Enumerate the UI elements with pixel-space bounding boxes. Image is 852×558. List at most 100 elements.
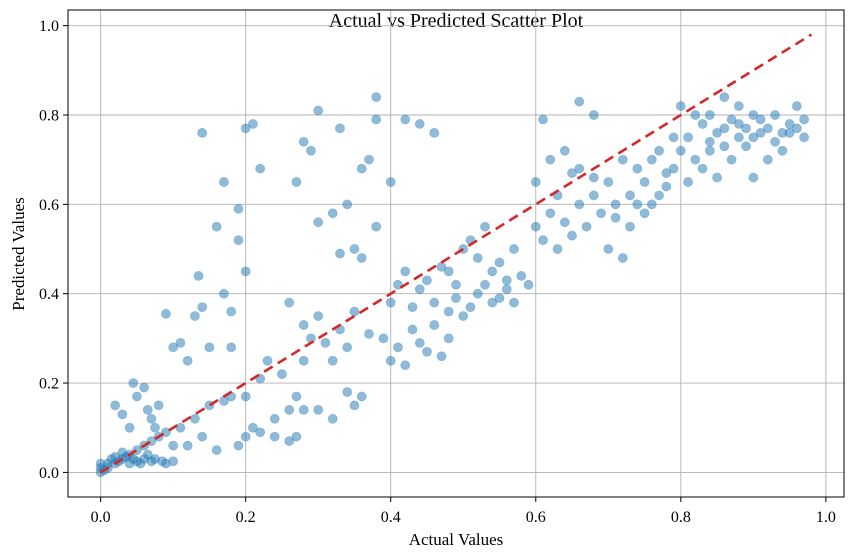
data-point — [726, 114, 737, 125]
data-point — [385, 177, 396, 187]
data-point — [538, 114, 548, 125]
data-point — [211, 445, 222, 455]
data-point — [422, 275, 432, 286]
data-point — [603, 244, 614, 254]
data-point — [588, 172, 599, 183]
data-point — [748, 110, 759, 120]
data-point — [741, 123, 751, 134]
data-point — [726, 154, 737, 165]
data-point — [327, 208, 338, 219]
data-point — [574, 199, 585, 210]
y-tick-label: 0.4 — [39, 286, 59, 303]
data-point — [530, 177, 541, 187]
data-point — [719, 92, 730, 103]
data-point — [748, 172, 759, 183]
y-axis-label: Predicted Values — [9, 197, 28, 310]
data-point — [704, 136, 715, 147]
data-point — [661, 181, 672, 192]
data-point — [770, 110, 780, 120]
data-point — [719, 141, 730, 152]
data-point — [335, 123, 345, 134]
data-point — [182, 355, 193, 366]
data-point — [791, 123, 802, 134]
data-point — [291, 431, 302, 442]
data-point — [414, 119, 425, 129]
data-point — [668, 163, 679, 174]
data-point — [226, 306, 237, 317]
data-point — [429, 297, 440, 308]
data-point — [197, 127, 208, 138]
data-point — [175, 337, 186, 348]
data-point — [291, 391, 302, 402]
data-point — [364, 329, 374, 339]
data-point — [429, 127, 440, 138]
data-point — [501, 275, 512, 286]
data-point — [161, 308, 171, 319]
y-tick-label: 0.0 — [39, 465, 59, 482]
data-point — [407, 302, 418, 313]
data-point — [538, 235, 548, 245]
y-tick-label: 0.8 — [39, 107, 59, 124]
data-point — [356, 163, 367, 174]
data-point — [443, 306, 454, 317]
data-point — [393, 342, 403, 353]
x-tick-label: 0.0 — [91, 509, 111, 526]
data-point — [762, 123, 773, 134]
data-point — [697, 163, 708, 174]
data-point — [233, 235, 244, 245]
data-point — [625, 190, 635, 201]
data-point — [480, 221, 490, 232]
data-point — [480, 279, 490, 290]
data-point — [791, 101, 802, 111]
data-point — [240, 431, 251, 442]
data-point — [400, 114, 411, 125]
data-point — [219, 177, 229, 187]
data-point — [465, 302, 476, 313]
data-point — [269, 431, 280, 442]
data-point — [139, 382, 150, 393]
data-point — [472, 288, 483, 299]
data-point — [494, 257, 505, 268]
data-point — [190, 413, 200, 424]
x-axis-ticks: 0.0 0.2 0.4 0.6 0.8 1.0 — [91, 497, 836, 526]
data-point — [581, 221, 592, 232]
data-point — [639, 208, 650, 219]
data-point — [545, 208, 556, 219]
data-point — [712, 127, 722, 138]
data-point — [799, 132, 810, 143]
data-point — [646, 199, 657, 210]
data-point — [110, 400, 121, 411]
data-point — [690, 110, 701, 120]
data-point — [661, 168, 672, 178]
data-point — [443, 333, 454, 344]
data-point — [240, 123, 251, 134]
x-tick-label: 0.6 — [526, 509, 546, 526]
data-point — [291, 177, 302, 187]
data-point — [762, 154, 773, 165]
data-point — [407, 324, 418, 335]
data-point — [654, 190, 664, 201]
data-point — [150, 422, 160, 433]
data-point — [168, 456, 179, 467]
data-point — [349, 400, 360, 411]
data-point — [733, 101, 744, 111]
data-point — [124, 422, 135, 433]
data-point — [704, 110, 715, 120]
data-point — [342, 199, 353, 210]
data-point — [436, 351, 447, 362]
data-point — [356, 391, 367, 402]
data-point — [784, 127, 795, 138]
data-point — [567, 168, 577, 178]
data-point — [509, 297, 519, 308]
plot-frame — [67, 9, 845, 498]
data-point — [306, 145, 316, 156]
data-point — [675, 145, 686, 156]
data-point — [168, 440, 179, 451]
data-point — [204, 342, 215, 353]
data-point — [733, 132, 744, 143]
data-point — [284, 404, 295, 415]
data-point — [327, 413, 338, 424]
data-point — [451, 293, 461, 304]
data-point — [313, 217, 324, 228]
data-point — [770, 136, 780, 147]
